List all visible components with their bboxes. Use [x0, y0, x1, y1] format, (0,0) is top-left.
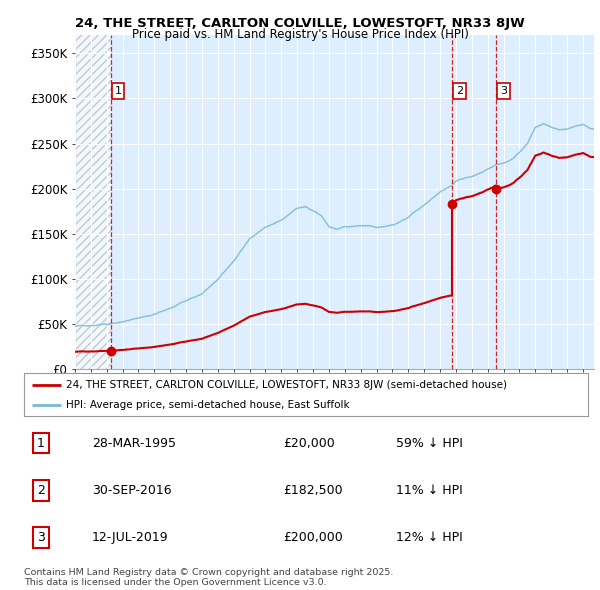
Text: 12-JUL-2019: 12-JUL-2019 [92, 531, 169, 544]
Text: 12% ↓ HPI: 12% ↓ HPI [396, 531, 463, 544]
Text: £200,000: £200,000 [283, 531, 343, 544]
Text: 24, THE STREET, CARLTON COLVILLE, LOWESTOFT, NR33 8JW (semi-detached house): 24, THE STREET, CARLTON COLVILLE, LOWEST… [66, 381, 508, 391]
Text: 24, THE STREET, CARLTON COLVILLE, LOWESTOFT, NR33 8JW: 24, THE STREET, CARLTON COLVILLE, LOWEST… [75, 17, 525, 30]
Bar [75, 35, 110, 369]
Text: £20,000: £20,000 [283, 437, 335, 450]
Text: Contains HM Land Registry data © Crown copyright and database right 2025.
This d: Contains HM Land Registry data © Crown c… [24, 568, 394, 587]
Text: £182,500: £182,500 [283, 484, 343, 497]
Text: 59% ↓ HPI: 59% ↓ HPI [396, 437, 463, 450]
Text: 1: 1 [115, 86, 122, 96]
Text: 3: 3 [500, 86, 507, 96]
Text: 11% ↓ HPI: 11% ↓ HPI [396, 484, 463, 497]
Text: 30-SEP-2016: 30-SEP-2016 [92, 484, 172, 497]
Text: Price paid vs. HM Land Registry's House Price Index (HPI): Price paid vs. HM Land Registry's House … [131, 28, 469, 41]
Text: 1: 1 [37, 437, 45, 450]
Text: HPI: Average price, semi-detached house, East Suffolk: HPI: Average price, semi-detached house,… [66, 401, 350, 410]
Text: 2: 2 [37, 484, 45, 497]
Text: 3: 3 [37, 531, 45, 544]
Text: 28-MAR-1995: 28-MAR-1995 [92, 437, 176, 450]
Text: 2: 2 [456, 86, 463, 96]
